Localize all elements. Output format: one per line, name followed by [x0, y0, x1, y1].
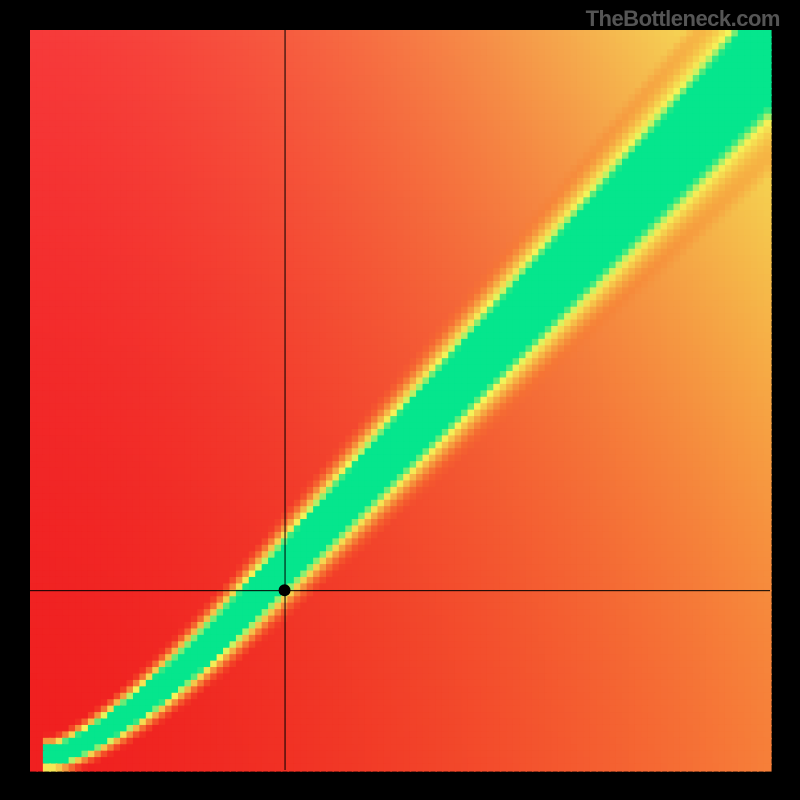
bottleneck-heatmap	[0, 0, 800, 800]
chart-container: TheBottleneck.com	[0, 0, 800, 800]
watermark-label: TheBottleneck.com	[586, 6, 780, 32]
